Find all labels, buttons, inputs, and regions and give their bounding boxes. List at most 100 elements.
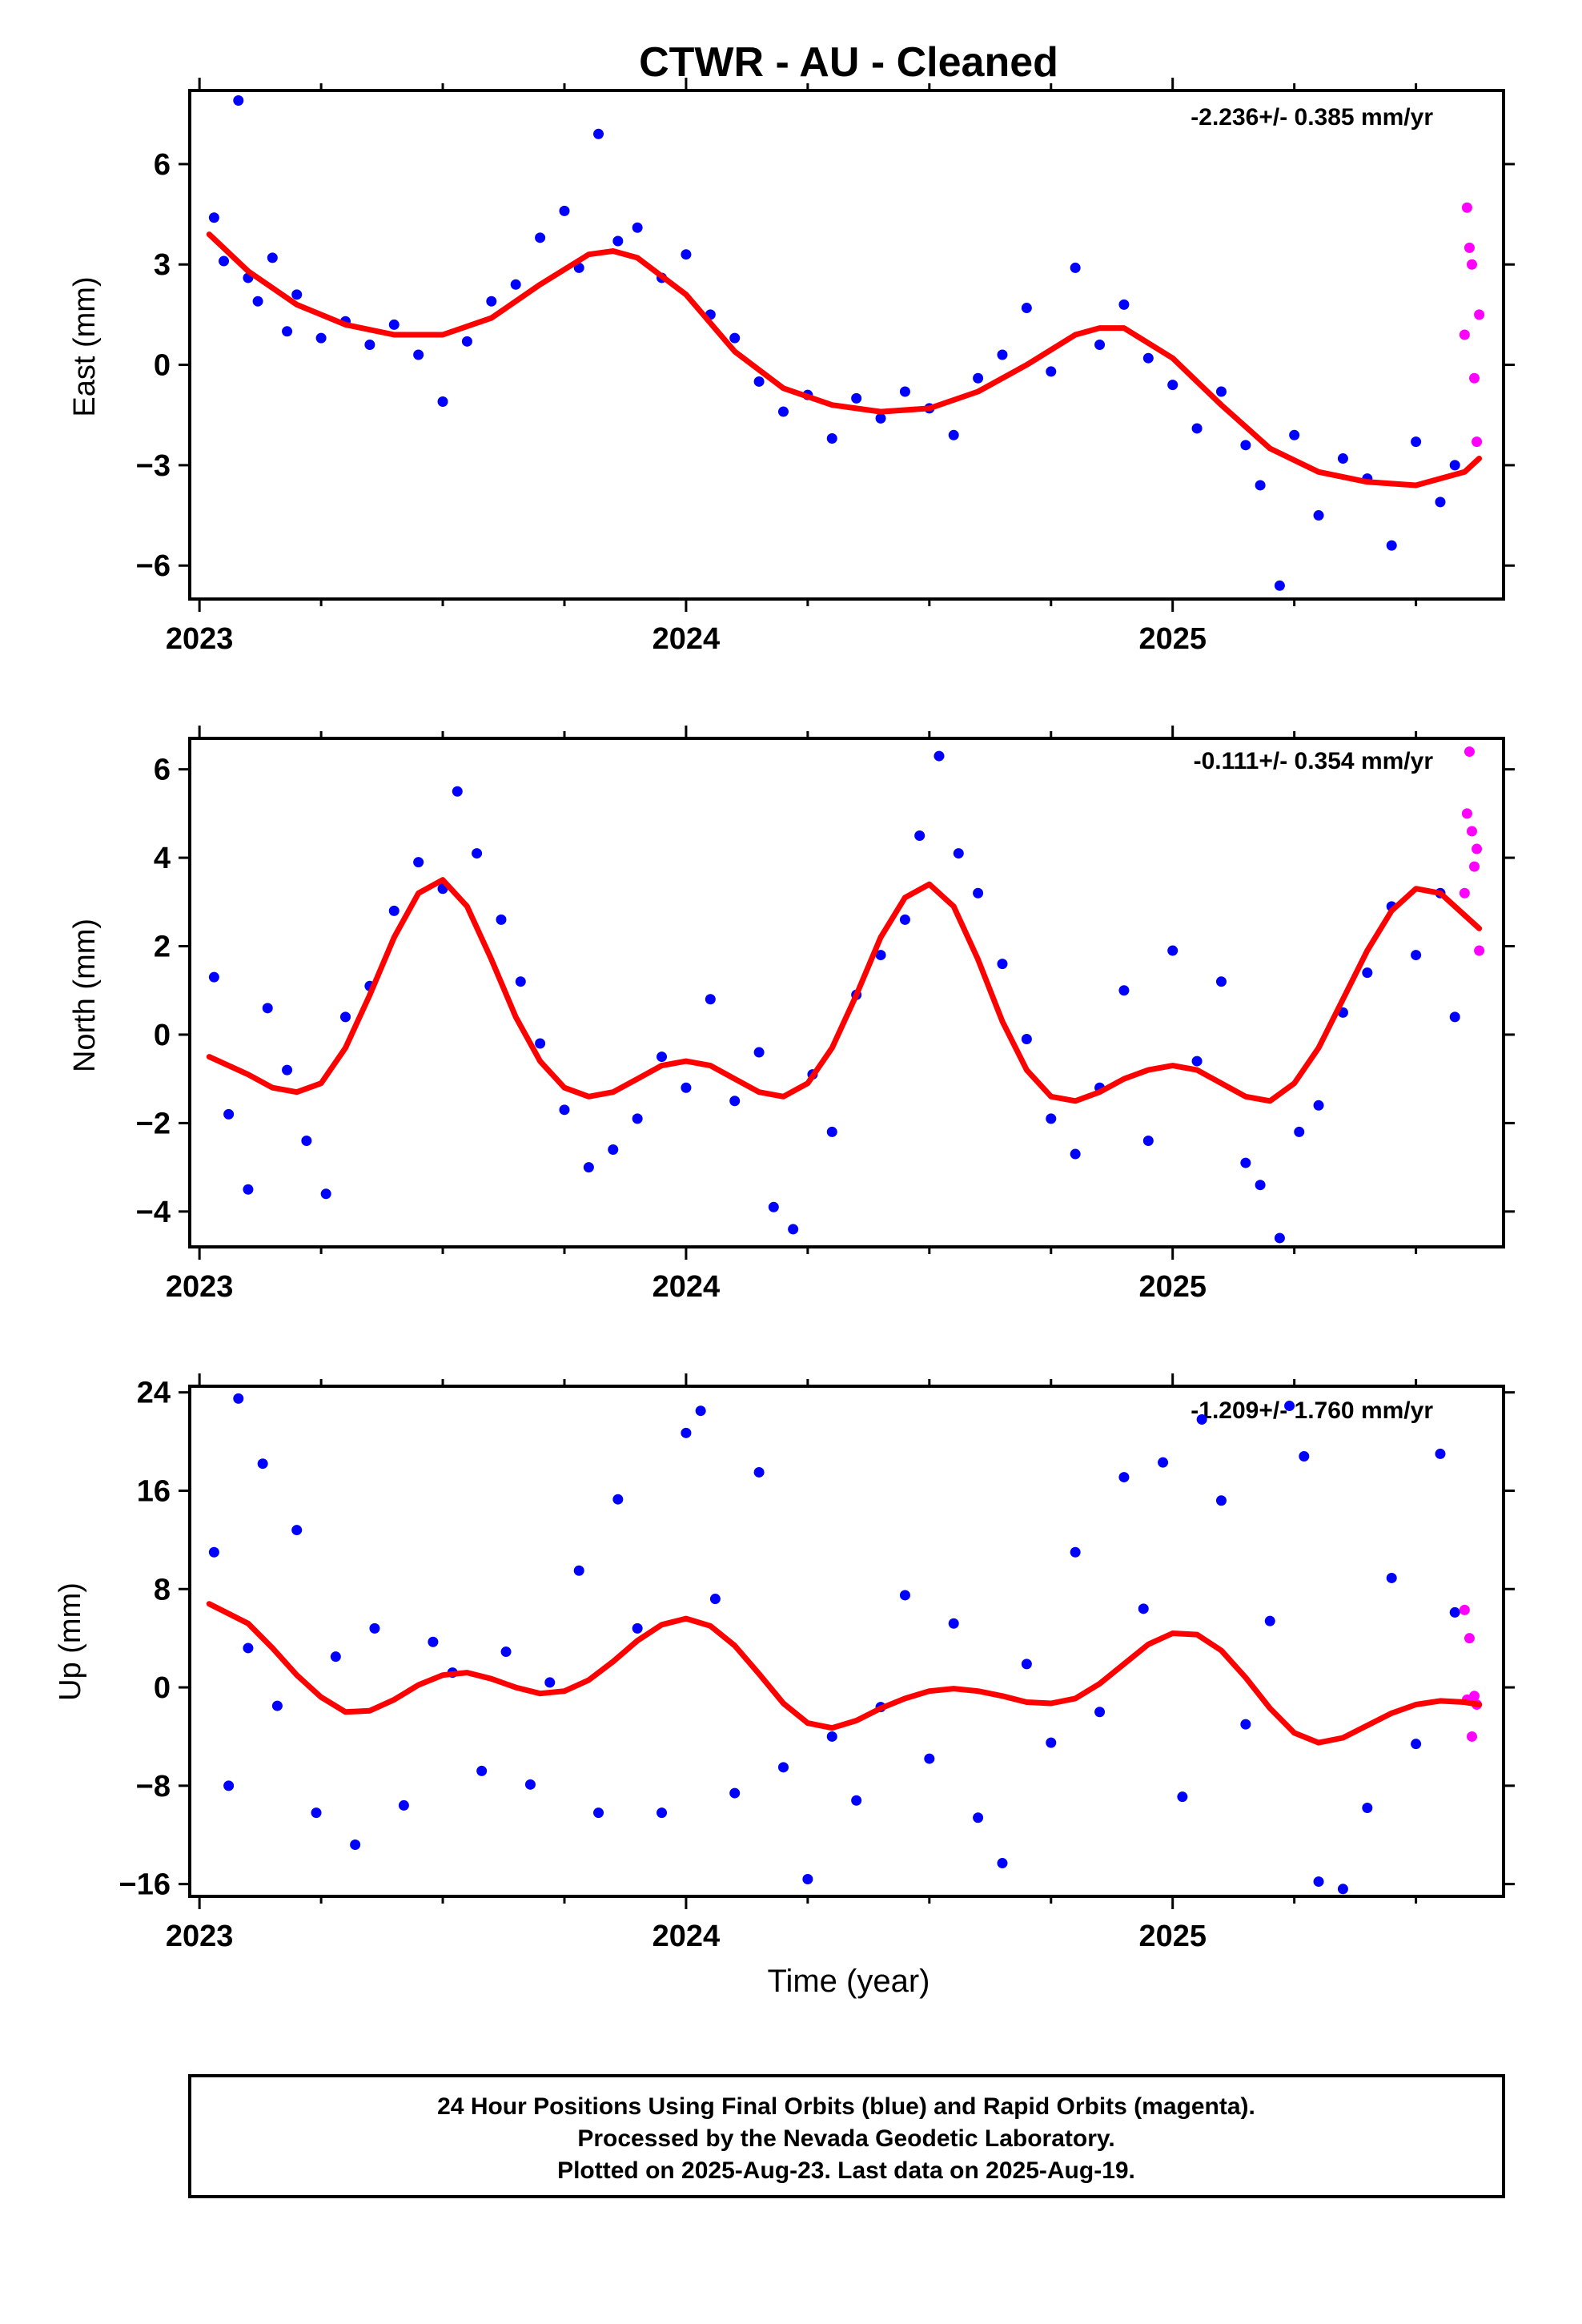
up-final-point <box>973 1812 984 1823</box>
north-final-point <box>875 950 886 961</box>
up-x-tick-label: 2025 <box>1138 1920 1207 1953</box>
east-final-point <box>413 349 424 360</box>
east-final-point <box>1021 303 1032 314</box>
north-final-point <box>632 1113 643 1124</box>
north-y-axis-label: North (mm) <box>68 919 102 1072</box>
north-final-point <box>1046 1113 1057 1124</box>
east-rate-label: -2.236+/- 0.385 mm/yr <box>1191 104 1433 131</box>
up-y-tick-label: 8 <box>154 1573 171 1606</box>
east-final-point <box>1255 480 1266 491</box>
north-final-point <box>1313 1100 1324 1111</box>
up-final-point <box>593 1807 604 1819</box>
up-final-point <box>1177 1791 1188 1803</box>
up-final-point <box>1215 1495 1227 1506</box>
east-final-point <box>1167 380 1178 391</box>
east-final-point <box>461 336 472 347</box>
up-final-point <box>500 1647 512 1658</box>
north-final-point <box>515 976 526 987</box>
east-final-point <box>826 432 837 444</box>
up-final-point <box>826 1731 837 1742</box>
up-final-point <box>1021 1659 1032 1670</box>
up-final-point <box>851 1795 862 1806</box>
up-y-axis-label: Up (mm) <box>54 1582 87 1701</box>
east-final-point <box>1142 352 1154 364</box>
up-final-point <box>428 1636 439 1647</box>
east-final-point <box>1046 366 1057 377</box>
north-y-tick-label: 4 <box>154 842 171 875</box>
up-final-point <box>1337 1884 1348 1895</box>
up-final-point <box>729 1787 741 1799</box>
north-final-point <box>997 959 1008 970</box>
north-final-point <box>899 914 910 925</box>
north-final-points <box>208 750 1460 1244</box>
north-rapid-point <box>1466 826 1477 837</box>
north-x-tick-label: 2025 <box>1138 1270 1207 1304</box>
north-final-point <box>934 750 945 762</box>
up-final-point <box>243 1642 254 1654</box>
up-rapid-point <box>1466 1731 1477 1742</box>
north-final-point <box>1215 976 1227 987</box>
up-final-point <box>398 1799 409 1811</box>
east-final-point <box>364 340 375 350</box>
east-y-tick-label: 0 <box>154 349 171 383</box>
up-final-point <box>753 1466 765 1478</box>
east-final-point <box>973 372 984 384</box>
up-final-point <box>1070 1546 1081 1558</box>
east-rapid-point <box>1474 309 1485 320</box>
up-final-point <box>291 1525 303 1536</box>
up-final-point <box>1411 1739 1422 1750</box>
north-x-tick-label: 2024 <box>652 1270 721 1304</box>
north-rapid-point <box>1472 843 1483 854</box>
up-final-point <box>612 1494 624 1505</box>
up-rapid-point <box>1459 1604 1470 1615</box>
east-final-points <box>208 95 1460 591</box>
east-final-point <box>997 349 1008 360</box>
north-final-point <box>1240 1157 1251 1168</box>
up-final-point <box>1313 1876 1324 1888</box>
up-final-point <box>350 1839 361 1851</box>
east-final-point <box>535 232 546 243</box>
north-final-point <box>705 994 716 1005</box>
east-final-point <box>593 128 604 139</box>
footer-line-3: Plotted on 2025-Aug-23. Last data on 202… <box>557 2157 1135 2184</box>
up-final-point <box>1386 1572 1397 1583</box>
east-final-point <box>1070 262 1081 273</box>
up-final-point <box>924 1753 935 1764</box>
east-final-point <box>948 429 959 440</box>
north-rate-label: -0.111+/- 0.354 mm/yr <box>1194 748 1434 774</box>
up-y-tick-label: −8 <box>136 1770 171 1803</box>
north-final-point <box>1255 1180 1266 1191</box>
up-y-tick-label: 24 <box>137 1377 171 1410</box>
east-final-point <box>899 386 910 397</box>
up-rapid-point <box>1469 1691 1480 1702</box>
east-final-point <box>510 279 521 290</box>
up-final-point <box>997 1858 1008 1869</box>
up-final-point <box>544 1677 556 1688</box>
east-final-point <box>219 255 230 267</box>
east-final-point <box>681 249 692 260</box>
up-final-point <box>709 1594 721 1605</box>
up-final-point <box>1196 1413 1207 1425</box>
north-y-tick-label: −2 <box>136 1107 171 1140</box>
north-y-tick-label: 6 <box>154 754 171 787</box>
north-final-point <box>656 1051 668 1063</box>
up-final-point <box>1299 1450 1310 1462</box>
east-rapid-point <box>1472 436 1483 448</box>
up-final-point <box>233 1393 244 1404</box>
north-final-point <box>320 1188 331 1200</box>
east-final-point <box>282 326 293 337</box>
east-final-point <box>291 289 303 300</box>
east-rapid-point <box>1469 372 1480 384</box>
north-final-point <box>753 1047 765 1058</box>
up-final-point <box>802 1874 813 1885</box>
up-final-point <box>223 1780 235 1791</box>
north-final-point <box>472 848 483 859</box>
up-final-point <box>311 1807 322 1819</box>
north-final-point <box>1274 1232 1285 1244</box>
east-final-point <box>1435 497 1446 508</box>
up-final-point <box>1449 1606 1460 1618</box>
north-final-point <box>1294 1126 1305 1137</box>
east-x-tick-label: 2023 <box>166 622 234 656</box>
up-final-point <box>777 1762 789 1773</box>
north-rapid-point <box>1464 746 1475 758</box>
